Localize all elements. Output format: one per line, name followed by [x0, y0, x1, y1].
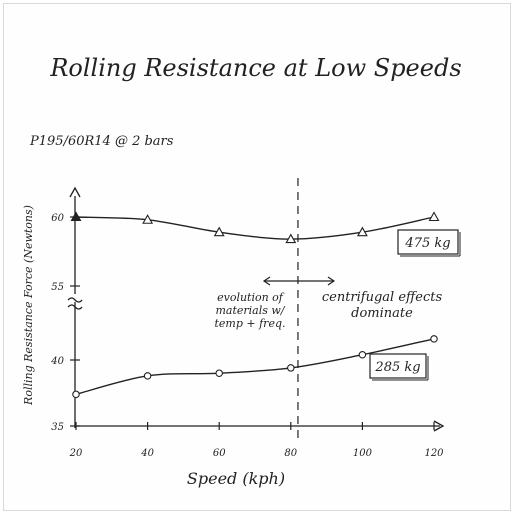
y-axis-label: Rolling Resistance Force (Newtons)	[22, 205, 35, 406]
data-point-triangle	[428, 211, 440, 222]
axes	[67, 186, 445, 432]
x-tick-label: 120	[424, 448, 444, 459]
y-tick-label: 55	[51, 282, 64, 293]
x-tick-label: 60	[213, 448, 226, 459]
y-tick-label: 60	[51, 213, 64, 224]
x-tick-label: 100	[353, 448, 373, 459]
data-point-circle	[287, 364, 295, 372]
x-axis-label: Speed (kph)	[187, 469, 285, 488]
series-line-0	[75, 216, 435, 240]
annotation-left-line: evolution of	[217, 291, 285, 304]
x-tick-label: 40	[140, 448, 154, 459]
data-point-triangle	[142, 214, 154, 224]
series-labels: 475 kg 285 kg	[369, 229, 461, 381]
arrow-head-right	[327, 276, 336, 286]
axis-break-mark	[67, 304, 83, 310]
data-point-triangle	[356, 226, 368, 237]
y-tick-label: 40	[50, 356, 64, 367]
annotation-right-line: centrifugal effects	[322, 290, 443, 305]
series-label: 475 kg	[404, 236, 450, 251]
annotation-right-line: dominate	[351, 306, 413, 321]
x-axis-arrow	[433, 420, 445, 432]
data-point-circle	[215, 369, 223, 377]
data-point-triangle	[70, 211, 82, 222]
data-point-circle	[72, 390, 80, 399]
y-tick-label: 35	[51, 422, 64, 433]
series-label-box	[369, 353, 427, 379]
annotation-left-line: materials w/	[215, 304, 285, 317]
data-point-circle	[430, 335, 438, 343]
y-axis-arrow	[69, 186, 81, 198]
annotation-left-line: temp + freq.	[215, 317, 286, 330]
series-lines	[75, 216, 435, 395]
divider-line	[262, 178, 336, 440]
axis-ticks: 20 40 60 80 100 120 35 40 55 60	[50, 213, 444, 459]
series-label-box	[397, 229, 459, 255]
series-label: 285 kg	[374, 360, 420, 375]
x-tick-label: 80	[284, 448, 297, 459]
chart-subtitle: P195/60R14 @ 2 bars	[29, 134, 174, 149]
data-point-triangle	[213, 226, 225, 237]
series-markers	[70, 211, 440, 399]
chart-title: Rolling Resistance at Low Speeds	[49, 54, 461, 82]
axis-break-mark	[67, 297, 83, 303]
x-tick-label: 20	[69, 448, 83, 459]
data-point-circle	[358, 350, 367, 359]
data-point-triangle	[285, 233, 297, 244]
series-line-1	[75, 338, 435, 395]
data-point-circle	[143, 372, 152, 380]
arrow-head-left	[262, 276, 271, 286]
